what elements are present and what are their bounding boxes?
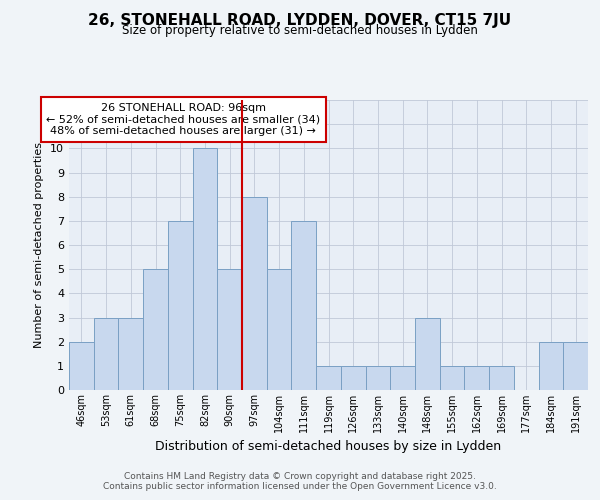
Text: Contains HM Land Registry data © Crown copyright and database right 2025.
Contai: Contains HM Land Registry data © Crown c… [103,472,497,491]
Bar [341,366,365,390]
Bar [217,269,242,390]
Bar [539,342,563,390]
Bar [292,221,316,390]
Bar [94,318,118,390]
Bar [563,342,588,390]
Bar [489,366,514,390]
Bar [365,366,390,390]
X-axis label: Distribution of semi-detached houses by size in Lydden: Distribution of semi-detached houses by … [155,440,502,454]
Bar [242,196,267,390]
Text: 26 STONEHALL ROAD: 96sqm
← 52% of semi-detached houses are smaller (34)
48% of s: 26 STONEHALL ROAD: 96sqm ← 52% of semi-d… [46,103,320,136]
Bar [118,318,143,390]
Text: 26, STONEHALL ROAD, LYDDEN, DOVER, CT15 7JU: 26, STONEHALL ROAD, LYDDEN, DOVER, CT15 … [88,12,512,28]
Bar [415,318,440,390]
Bar [390,366,415,390]
Y-axis label: Number of semi-detached properties: Number of semi-detached properties [34,142,44,348]
Bar [193,148,217,390]
Bar [69,342,94,390]
Bar [168,221,193,390]
Bar [316,366,341,390]
Text: Size of property relative to semi-detached houses in Lydden: Size of property relative to semi-detach… [122,24,478,37]
Bar [464,366,489,390]
Bar [267,269,292,390]
Bar [440,366,464,390]
Bar [143,269,168,390]
